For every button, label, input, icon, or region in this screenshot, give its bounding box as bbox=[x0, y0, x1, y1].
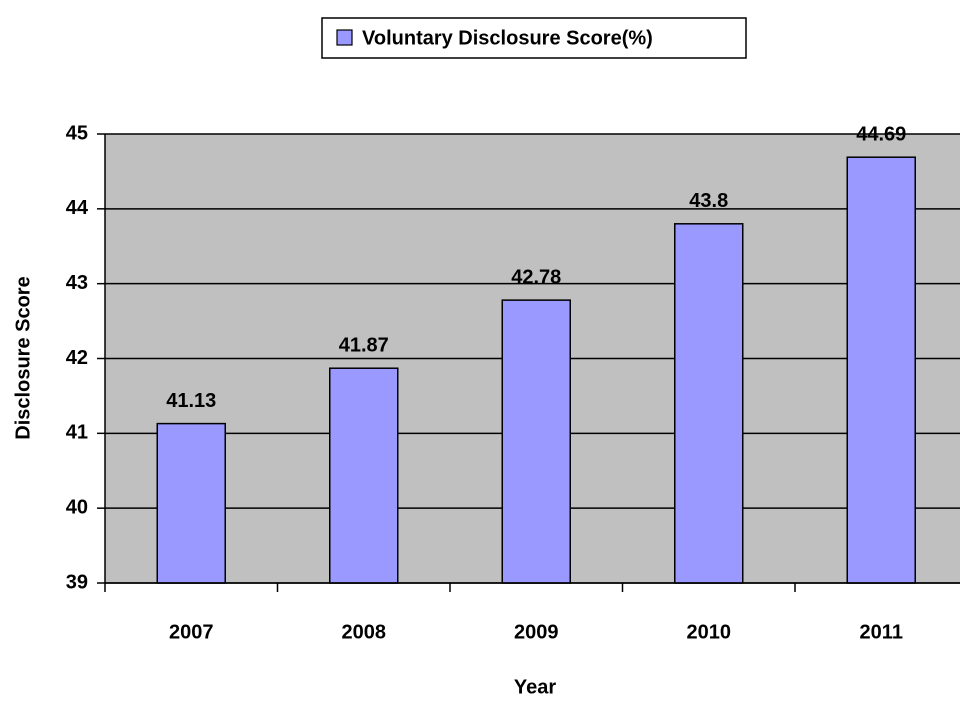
y-tick-label: 42 bbox=[66, 347, 88, 369]
data-label: 41.13 bbox=[166, 390, 216, 412]
data-label: 41.87 bbox=[339, 335, 389, 357]
y-tick-label: 41 bbox=[66, 422, 88, 444]
y-tick-label: 44 bbox=[66, 197, 89, 219]
bar bbox=[674, 223, 744, 584]
data-label: 43.8 bbox=[689, 190, 728, 212]
y-tick-label: 45 bbox=[66, 122, 88, 144]
bar bbox=[156, 422, 226, 584]
x-tick-label: 2011 bbox=[860, 621, 903, 643]
y-tick-label: 40 bbox=[66, 496, 88, 518]
legend-swatch bbox=[336, 29, 353, 46]
y-tick-label: 39 bbox=[66, 571, 88, 593]
bar bbox=[501, 299, 571, 584]
x-tick-label: 2010 bbox=[687, 621, 732, 643]
legend-label: Voluntary Disclosure Score(%) bbox=[362, 27, 653, 49]
y-tick-label: 43 bbox=[66, 272, 88, 294]
legend-box bbox=[321, 17, 747, 59]
x-tick-label: 2007 bbox=[169, 621, 214, 643]
y-axis-title: Disclosure Score bbox=[12, 276, 34, 439]
bar bbox=[846, 156, 916, 584]
x-tick-label: 2008 bbox=[342, 621, 387, 643]
data-label: 44.69 bbox=[856, 123, 906, 145]
x-axis-title: Year bbox=[514, 676, 556, 698]
x-tick-label: 2009 bbox=[514, 621, 559, 643]
data-label: 42.78 bbox=[511, 266, 561, 288]
bar bbox=[329, 367, 399, 584]
